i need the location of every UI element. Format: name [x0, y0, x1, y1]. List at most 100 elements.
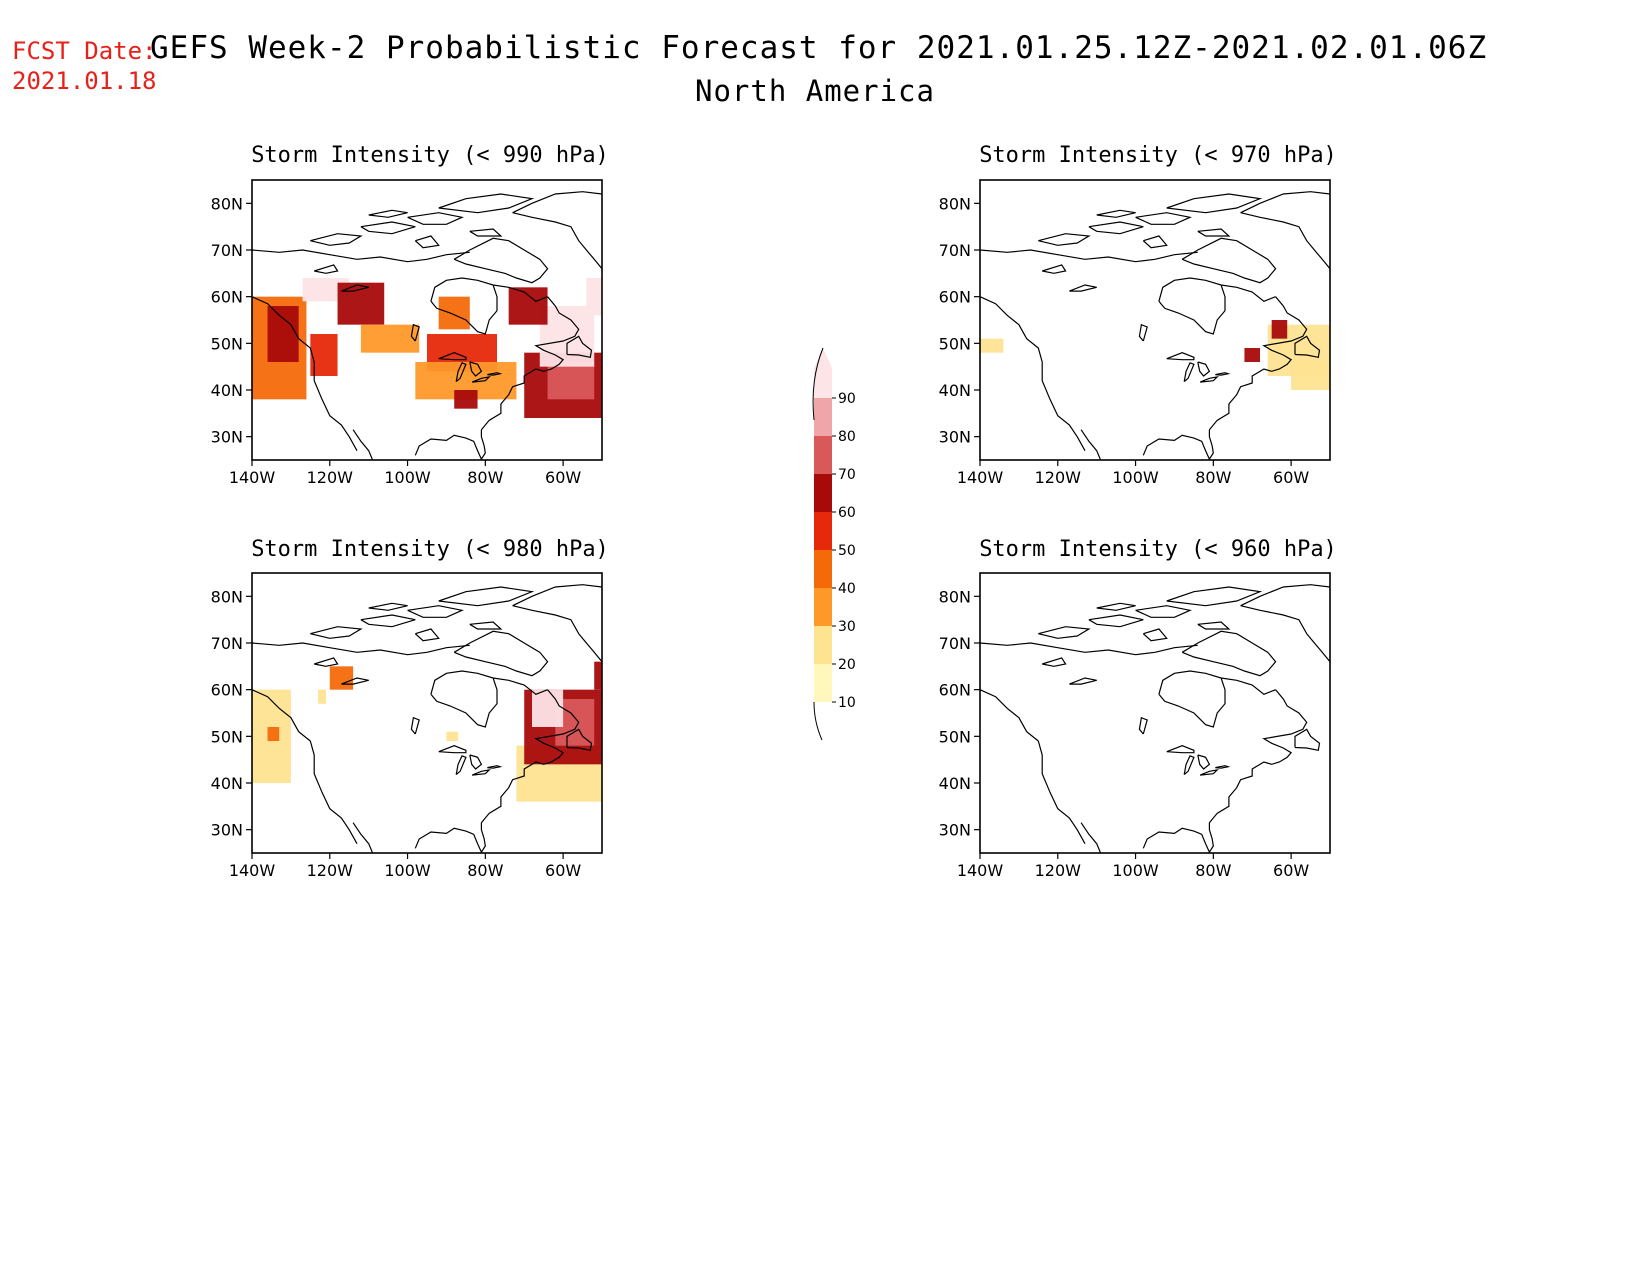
coastline [980, 249, 1198, 263]
lon-tick-label: 100W [1112, 468, 1159, 487]
coastline [1197, 621, 1231, 630]
map-frame [251, 572, 603, 854]
lon-tick-label: 80W [467, 468, 503, 487]
coastline [487, 372, 503, 376]
coastline [1088, 614, 1144, 628]
coastline [980, 642, 1198, 656]
colorbar-label: 80 [838, 429, 856, 445]
lon-tick-label: 140W [957, 468, 1004, 487]
coastline [1197, 754, 1211, 770]
colorbar-label: 70 [838, 467, 856, 483]
coastline [980, 296, 1086, 451]
lon-tick-label: 100W [384, 468, 431, 487]
lon-tick-label: 60W [1273, 468, 1309, 487]
lon-tick-label: 60W [545, 861, 581, 880]
coastline [469, 361, 483, 377]
map-panel-970: 80N 70N 60N 50N 40N 30N 140W 120W 100W 80W 60W [939, 179, 1331, 487]
coastline [1240, 191, 1330, 214]
coastline [314, 264, 339, 274]
coastline [1240, 212, 1330, 270]
coastline [1135, 212, 1192, 225]
coastline [1215, 765, 1231, 769]
colorbar-label: 10 [838, 695, 856, 711]
lon-tick-label: 140W [229, 468, 276, 487]
coastline [1042, 264, 1067, 274]
panel-title-970: Storm Intensity (< 970 hPa) [979, 143, 1337, 168]
lon-tick-label: 80W [1195, 468, 1231, 487]
lon-tick-label: 60W [545, 468, 581, 487]
probability-area [267, 727, 280, 741]
lat-tick-label: 40N [211, 774, 243, 793]
coastline [438, 745, 467, 754]
coastline [1158, 670, 1226, 728]
map-frame [251, 179, 603, 461]
lon-tick-label: 140W [229, 861, 276, 880]
lat-tick-label: 30N [211, 821, 243, 840]
coastline [1080, 822, 1102, 853]
lat-tick-label: 30N [939, 428, 971, 447]
coastline [1138, 716, 1148, 735]
probability-area [302, 278, 350, 302]
coastline [414, 429, 486, 460]
coastline [1135, 605, 1192, 618]
coastline [480, 689, 580, 824]
coastline [980, 689, 1086, 844]
coastline [469, 754, 483, 770]
coastline [455, 362, 467, 383]
coastline [430, 277, 498, 335]
coastline [1240, 605, 1330, 663]
coastline [314, 657, 339, 667]
map-frame [979, 179, 1331, 461]
lat-tick-label: 60N [939, 288, 971, 307]
map-background [980, 180, 1330, 460]
coastline [1088, 221, 1144, 235]
lat-tick-label: 40N [211, 381, 243, 400]
coastline [414, 235, 440, 249]
probability-area [267, 306, 299, 362]
coastline [368, 602, 408, 611]
lat-tick-label: 70N [939, 634, 971, 653]
coastline [566, 335, 593, 359]
coastline [455, 755, 467, 776]
lat-tick-label: 50N [211, 334, 243, 353]
coastline [1197, 361, 1211, 377]
coastline [566, 728, 593, 752]
coastline [414, 628, 440, 642]
lat-tick-label: 60N [939, 681, 971, 700]
coastline [438, 193, 535, 214]
probability-area [980, 338, 1004, 353]
coastline [1166, 586, 1263, 607]
coastline [410, 323, 420, 342]
probability-area [586, 278, 602, 316]
coastline [252, 689, 358, 844]
coastline [1158, 277, 1226, 335]
probability-area [318, 689, 326, 704]
coastline [1197, 228, 1231, 237]
probability-area [310, 334, 338, 376]
colorbar-label: 40 [838, 581, 856, 597]
lat-tick-label: 50N [939, 727, 971, 746]
coastline [360, 614, 416, 628]
coastline [1181, 630, 1277, 677]
colorbar-swatch [814, 474, 832, 512]
coastline [1240, 584, 1330, 607]
lat-tick-label: 30N [939, 821, 971, 840]
coastline [1069, 677, 1097, 685]
lat-tick-label: 60N [211, 288, 243, 307]
coastline [310, 233, 363, 246]
coastline [252, 249, 470, 263]
lat-tick-label: 80N [211, 194, 243, 213]
lon-tick-label: 140W [957, 861, 1004, 880]
lon-tick-label: 100W [384, 861, 431, 880]
probability-area [594, 661, 602, 690]
coastline [469, 621, 503, 630]
coastline [480, 296, 580, 431]
lon-tick-label: 80W [467, 861, 503, 880]
lat-tick-label: 40N [939, 381, 971, 400]
coastline [1199, 375, 1220, 383]
coastline [1221, 284, 1276, 302]
colorbar-swatch [814, 436, 832, 474]
coastline [512, 191, 602, 214]
colorbar-outline [813, 701, 823, 741]
colorbar-label: 20 [838, 657, 856, 673]
